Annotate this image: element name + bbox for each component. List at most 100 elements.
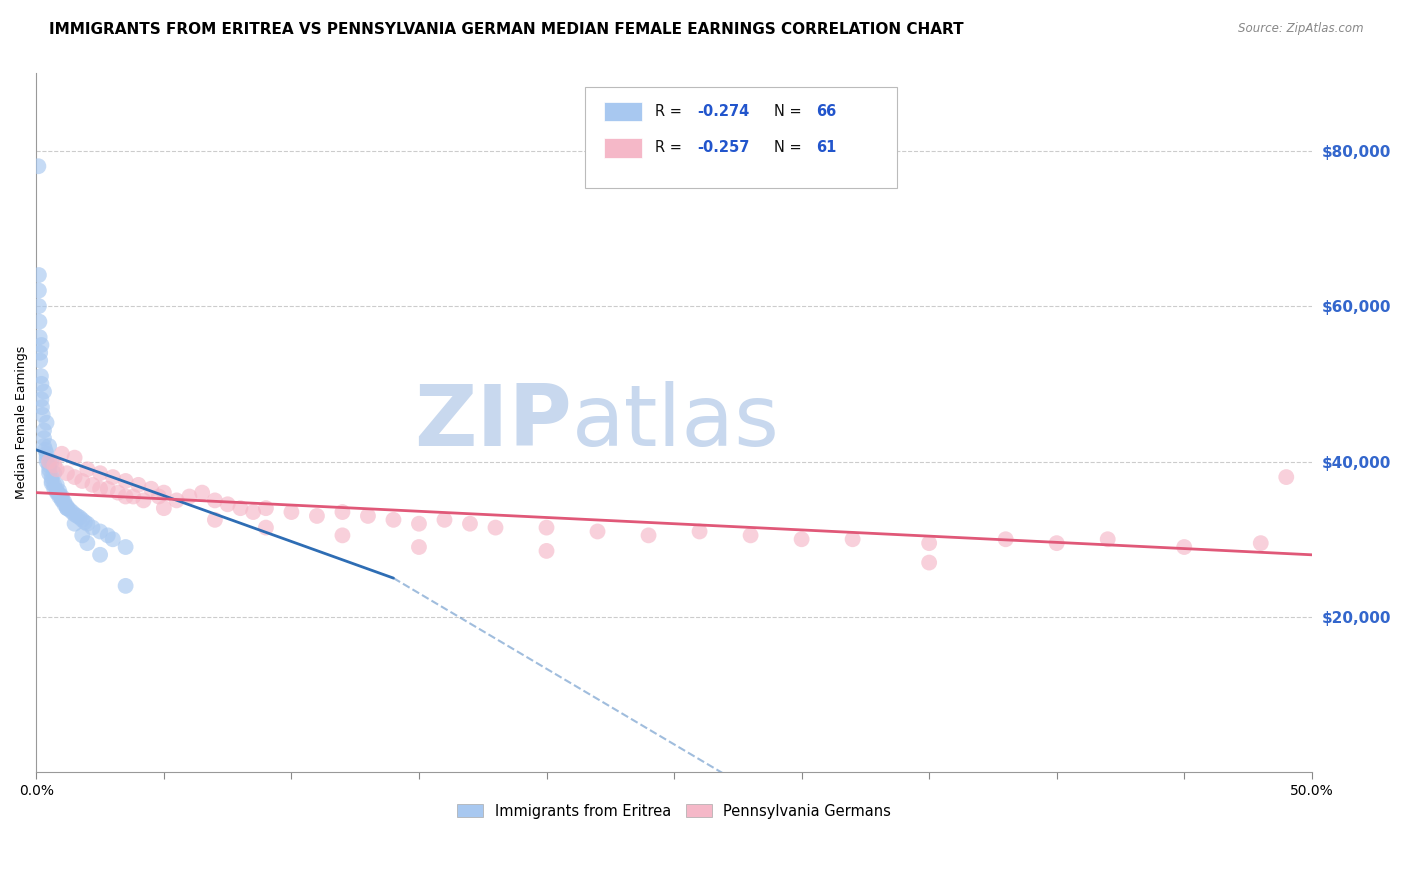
Text: N =: N =: [773, 140, 806, 155]
Point: [30, 345, 52, 359]
Point: [1250, 536, 1272, 550]
Point: [408, 540, 430, 554]
Point: [148, 490, 170, 504]
Point: [139, 482, 162, 496]
Point: [433, 513, 456, 527]
Point: [32, 431, 55, 445]
Point: [242, 505, 264, 519]
Point: [63, 516, 86, 531]
Point: [408, 516, 430, 531]
Point: [82, 478, 104, 492]
Point: [48, 490, 70, 504]
Point: [458, 516, 481, 531]
Point: [30, 376, 52, 391]
Text: R =: R =: [655, 104, 686, 119]
Point: [56, 466, 79, 480]
Point: [332, 528, 354, 542]
Point: [63, 450, 86, 465]
Point: [48, 487, 70, 501]
Point: [38, 466, 60, 480]
Point: [28, 299, 51, 313]
Point: [28, 330, 51, 344]
Point: [28, 284, 51, 298]
Point: [254, 501, 277, 516]
Text: 61: 61: [815, 140, 837, 155]
Text: 66: 66: [815, 104, 837, 119]
Point: [53, 495, 76, 509]
Legend: Immigrants from Eritrea, Pennsylvania Germans: Immigrants from Eritrea, Pennsylvania Ge…: [451, 797, 897, 824]
Point: [35, 450, 58, 465]
Point: [63, 470, 86, 484]
Point: [51, 491, 73, 506]
Point: [44, 482, 66, 496]
Point: [58, 502, 80, 516]
Point: [166, 493, 188, 508]
Point: [41, 454, 63, 468]
Point: [1046, 536, 1069, 550]
FancyBboxPatch shape: [605, 138, 643, 158]
Point: [56, 500, 79, 514]
Point: [918, 536, 941, 550]
Point: [254, 520, 277, 534]
Text: ZIP: ZIP: [415, 381, 572, 464]
Point: [101, 470, 124, 484]
Text: atlas: atlas: [572, 381, 780, 464]
Point: [60, 505, 83, 519]
Point: [30, 392, 52, 407]
Point: [89, 482, 111, 496]
Point: [536, 520, 558, 534]
Point: [107, 485, 129, 500]
Point: [76, 536, 98, 550]
Text: -0.257: -0.257: [697, 140, 749, 155]
Point: [586, 524, 609, 539]
Point: [127, 478, 149, 492]
Point: [1097, 533, 1119, 547]
Point: [27, 159, 49, 173]
Point: [51, 490, 73, 504]
Point: [97, 528, 120, 542]
FancyBboxPatch shape: [605, 102, 643, 121]
Point: [44, 458, 66, 473]
Point: [44, 466, 66, 480]
Point: [28, 315, 51, 329]
Point: [740, 528, 762, 542]
Point: [38, 454, 60, 468]
Point: [45, 478, 67, 492]
Point: [637, 528, 659, 542]
Point: [51, 447, 73, 461]
Point: [35, 454, 58, 468]
Point: [45, 485, 67, 500]
Point: [153, 501, 176, 516]
Point: [70, 474, 93, 488]
Point: [217, 497, 239, 511]
Point: [34, 442, 56, 457]
Point: [45, 462, 67, 476]
Point: [53, 497, 76, 511]
Text: R =: R =: [655, 140, 686, 155]
Point: [32, 384, 55, 399]
Point: [48, 484, 70, 499]
Point: [30, 338, 52, 352]
Text: -0.274: -0.274: [697, 104, 749, 119]
Point: [114, 490, 136, 504]
Point: [32, 439, 55, 453]
Point: [179, 490, 201, 504]
Point: [73, 515, 96, 529]
Point: [41, 474, 63, 488]
Point: [76, 462, 98, 476]
Point: [89, 548, 111, 562]
Point: [32, 424, 55, 438]
Text: Source: ZipAtlas.com: Source: ZipAtlas.com: [1239, 22, 1364, 36]
Point: [38, 439, 60, 453]
Point: [69, 510, 91, 524]
Point: [30, 369, 52, 384]
Point: [44, 478, 66, 492]
Point: [305, 508, 328, 523]
Point: [101, 533, 124, 547]
Point: [31, 408, 53, 422]
Point: [30, 353, 52, 368]
Point: [70, 513, 93, 527]
Point: [357, 508, 380, 523]
Point: [204, 493, 226, 508]
Point: [332, 505, 354, 519]
